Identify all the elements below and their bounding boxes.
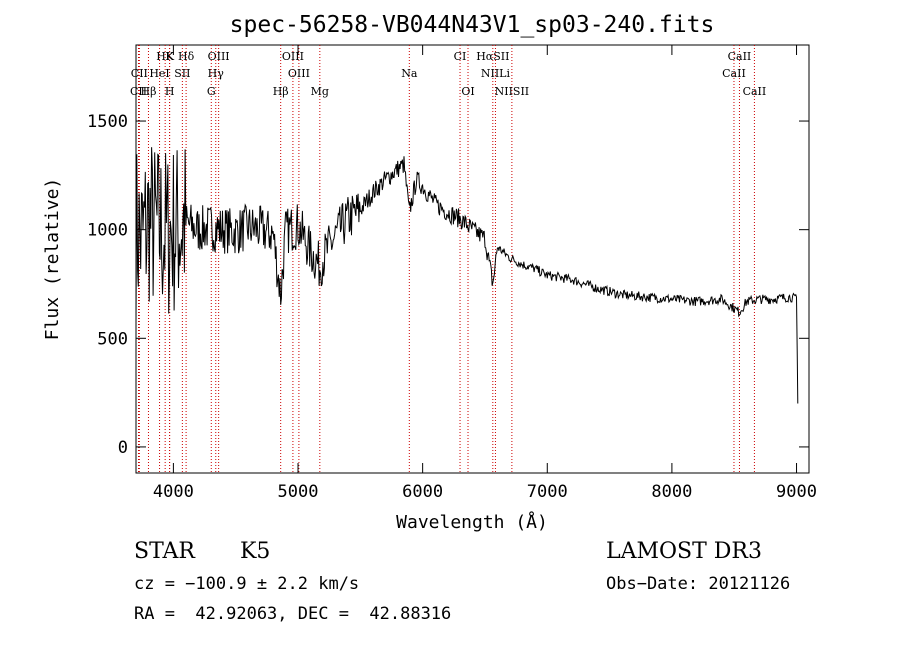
line-marker-label: H: [165, 85, 175, 98]
line-marker-label: K: [165, 50, 174, 63]
x-axis-label: Wavelength (Å): [396, 511, 548, 533]
x-tick-label: 7000: [527, 482, 568, 502]
line-marker-label: CII: [130, 85, 147, 98]
x-tick-label: 5000: [278, 482, 319, 502]
line-marker-label: HαSII: [476, 50, 509, 63]
line-marker-label: Hβ: [273, 85, 289, 98]
y-axis-label: Flux (relative): [42, 178, 63, 341]
y-tick-label: 500: [97, 329, 128, 349]
line-marker-label: Na: [401, 67, 418, 80]
line-marker-label: HK: [156, 50, 175, 63]
line-marker-label: OIII: [288, 67, 310, 80]
x-tick-label: 9000: [776, 482, 817, 502]
line-marker-label: CII: [131, 67, 148, 80]
x-tick-label: 8000: [651, 482, 692, 502]
line-marker-label: G: [207, 85, 216, 98]
star-subclass: K5: [240, 539, 271, 564]
line-marker-label: Mg: [311, 85, 329, 98]
emission-line-markers: HKK Hδ OIII OIII CI HαSII CaII CII HeI SII Hγ OIII N…: [130, 45, 766, 473]
line-marker-label: OI: [461, 85, 474, 98]
star-class-label: STAR: [134, 539, 195, 564]
line-marker-label: CaII: [722, 67, 746, 80]
line-marker-label: OIII: [208, 50, 230, 63]
y-tick-label: 1000: [87, 221, 128, 241]
chart-title: spec-56258-VB044N43V1_sp03-240.fits: [230, 12, 715, 38]
line-marker-label: CI: [454, 50, 467, 63]
line-marker-label: NIILi: [481, 67, 511, 80]
x-tick-label: 6000: [402, 482, 443, 502]
coordinates: RA = 42.92063, DEC = 42.88316: [134, 604, 452, 624]
line-marker-label: Hγ: [208, 67, 225, 80]
redshift-readout: cz = −100.9 ± 2.2 km/s: [134, 574, 360, 594]
x-axis: 4000 5000 6000 7000 8000 9000: [153, 45, 817, 502]
y-tick-label: 1500: [87, 112, 128, 132]
line-marker-label: Hδ: [178, 50, 195, 63]
y-tick-label: 0: [118, 438, 128, 458]
survey-label: LAMOST DR3: [606, 539, 762, 564]
y-axis: 0 500 1000 1500: [87, 112, 809, 458]
line-marker-label: OIII: [282, 50, 304, 63]
obs-date: Obs−Date: 20121126: [606, 574, 791, 594]
line-marker-label: Hβ: [140, 85, 156, 98]
plot-frame: [135, 44, 810, 474]
x-tick-label: 4000: [153, 482, 194, 502]
line-marker-label: SII: [174, 67, 190, 80]
line-marker-label: HeI: [149, 67, 169, 80]
line-marker-label: CaII: [728, 50, 752, 63]
spectrum-line: [135, 147, 799, 404]
line-marker-label: CaII: [743, 85, 767, 98]
line-marker-label: NIISII: [495, 85, 530, 98]
